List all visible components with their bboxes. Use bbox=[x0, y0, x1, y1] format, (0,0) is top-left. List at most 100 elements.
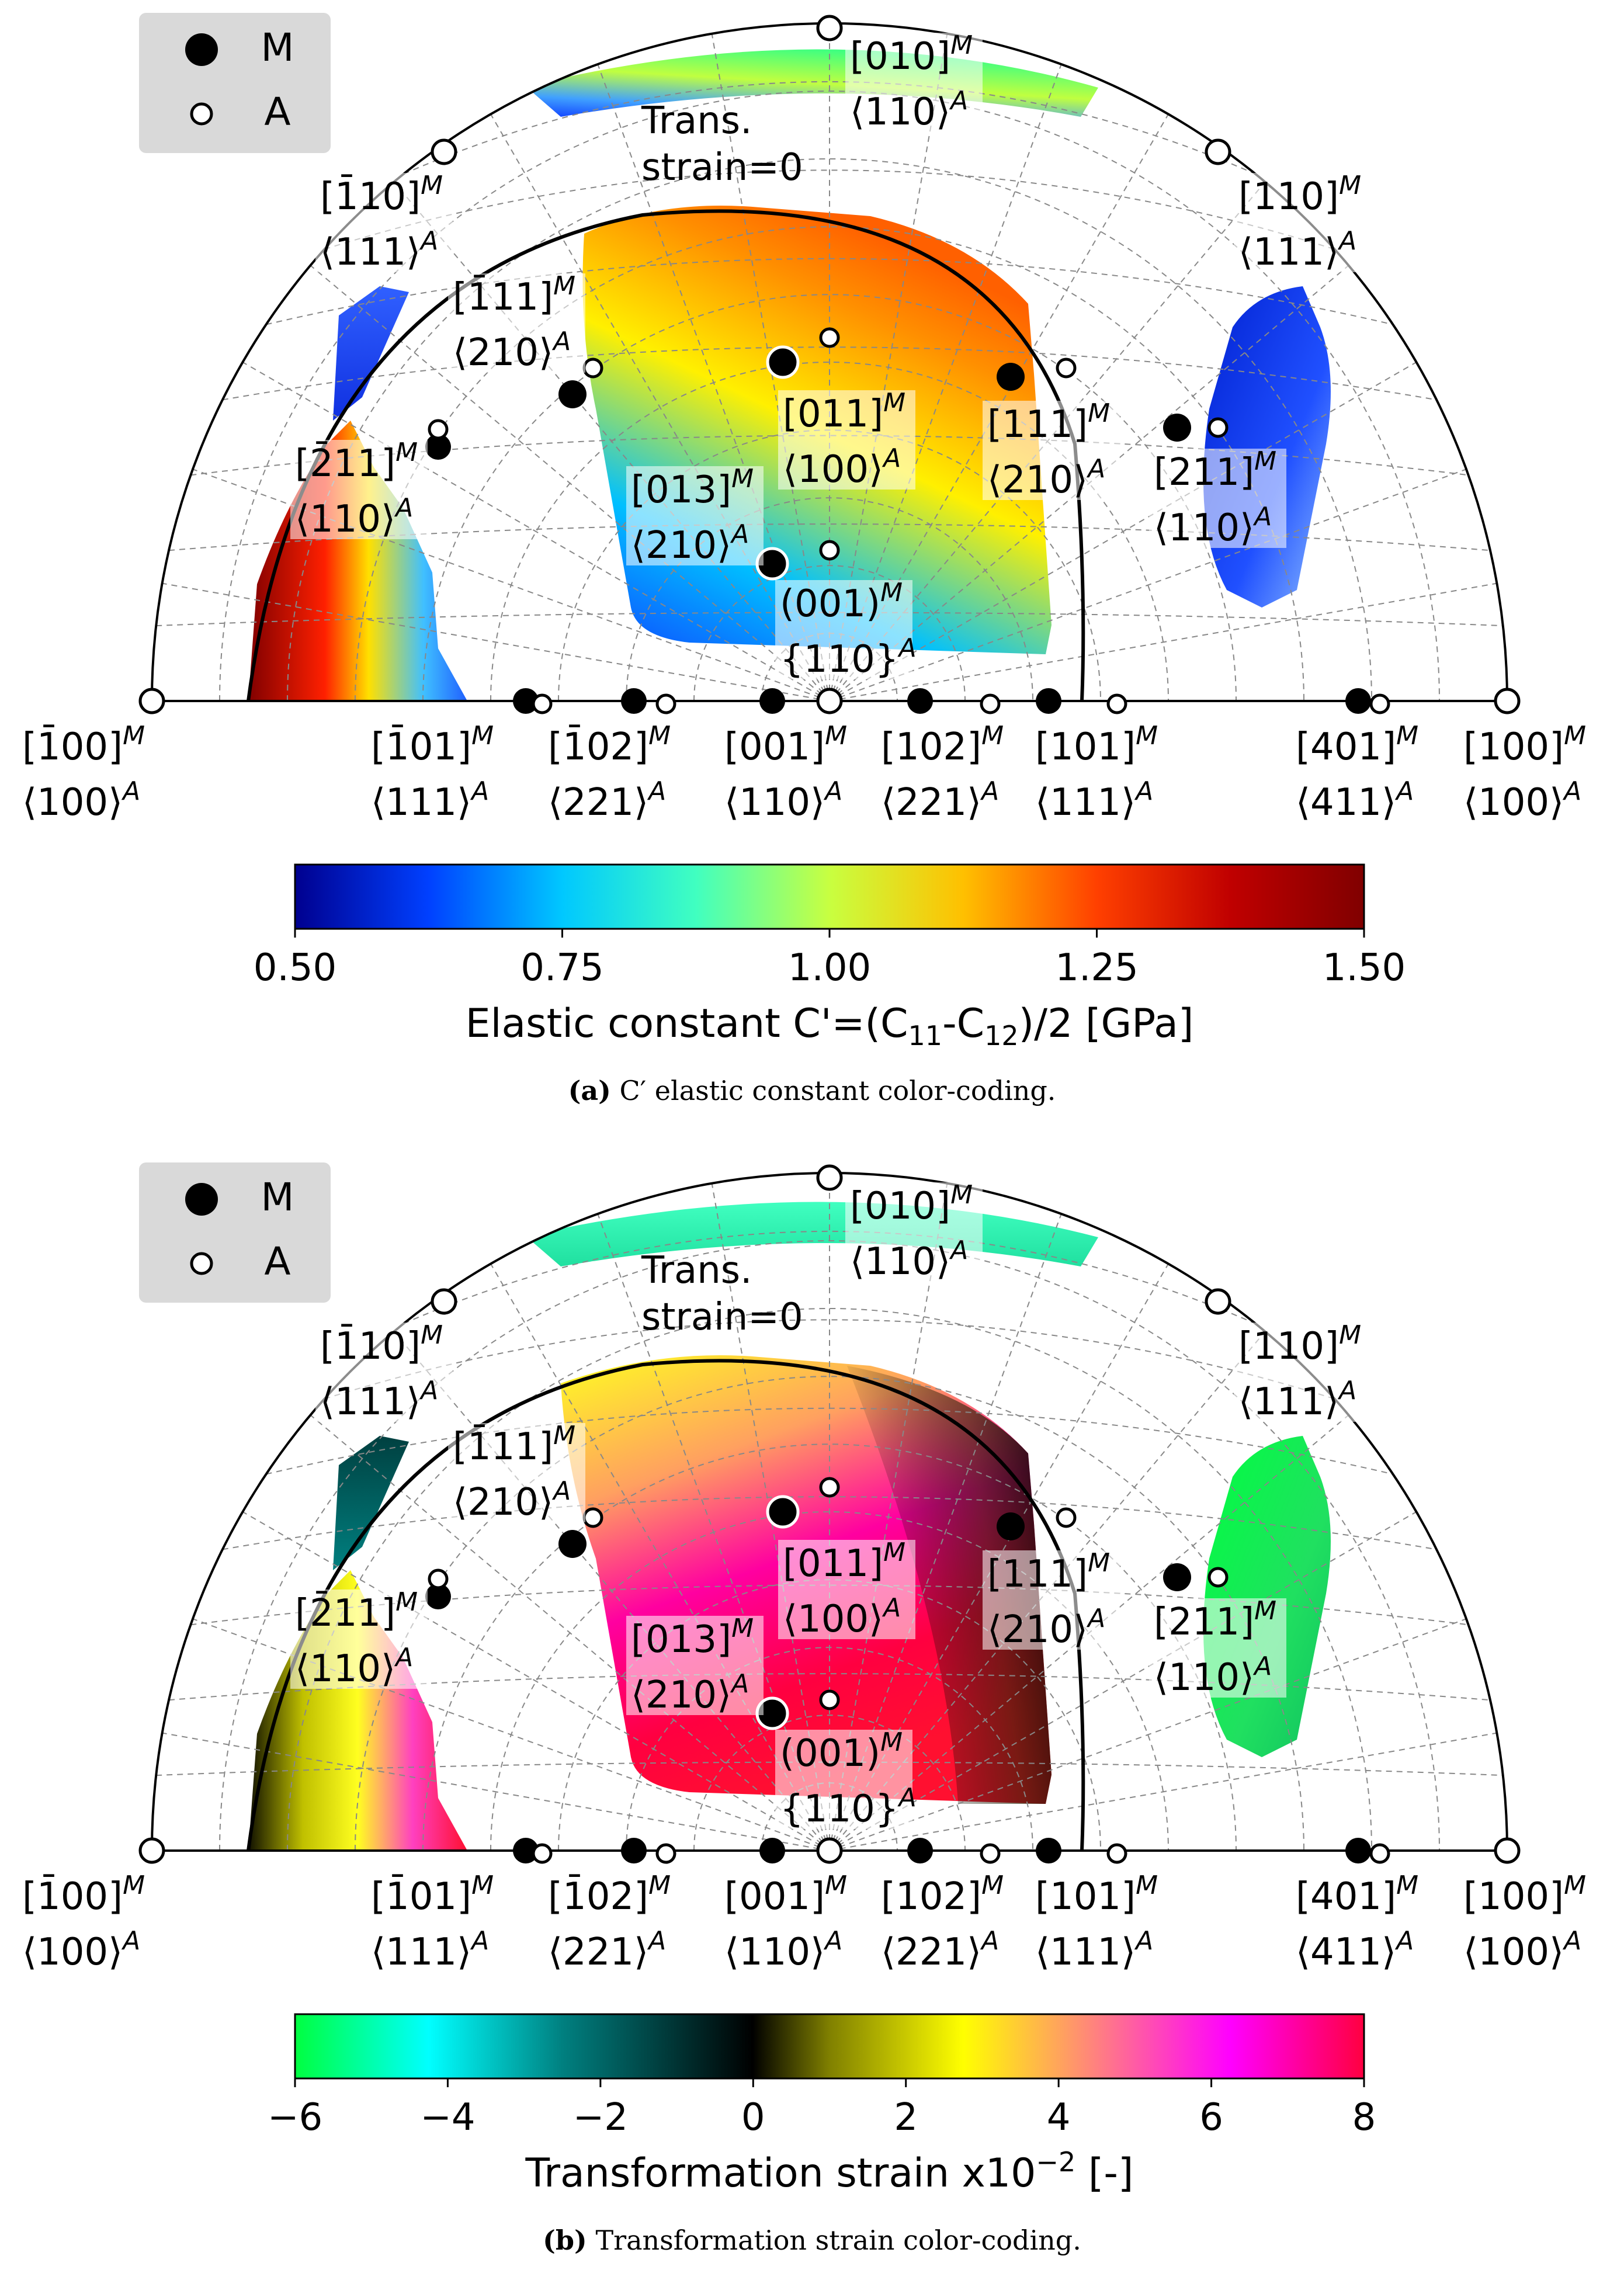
label-a: ⟨111⟩A bbox=[371, 1926, 489, 1974]
label-p001b: [001]M⟨110⟩A bbox=[720, 1870, 857, 1974]
pole-a-411 bbox=[1369, 1843, 1390, 1864]
pole-a-111l bbox=[532, 1843, 553, 1864]
pole-a-110l bbox=[428, 419, 449, 440]
colorbar-label-a: Elastic constant C'=(C11-C12)/2 [GPa] bbox=[466, 1001, 1194, 1051]
label-p100: [100]M⟨100⟩A bbox=[1459, 721, 1596, 824]
label-p011: [011]M⟨100⟩A bbox=[778, 388, 915, 491]
grid-parallel bbox=[266, 258, 1393, 325]
legend-a-marker bbox=[190, 1252, 213, 1275]
label-m: [2̄11]M bbox=[295, 438, 418, 485]
label-background bbox=[983, 1550, 1120, 1650]
grid-meridian bbox=[490, 1263, 830, 1851]
colorbar-ticks: −6 −4 −2 0 2 4 6 8 bbox=[268, 2078, 1376, 2139]
label-m100: [1̄00]M ⟨100⟩A bbox=[18, 1870, 155, 1974]
label-m102: [1̄02]M⟨221⟩A bbox=[543, 721, 681, 824]
region-central-dark bbox=[847, 1366, 1052, 1804]
label-a: {110}A bbox=[780, 633, 917, 681]
label-p001c: (001)M{110}A bbox=[775, 1727, 917, 1831]
label-background bbox=[18, 1873, 155, 1972]
pole-m-211bar bbox=[425, 434, 451, 460]
pole-a-110r bbox=[1207, 417, 1229, 438]
grid-meridian bbox=[829, 1213, 1062, 1851]
grid-meridian bbox=[393, 1331, 830, 1851]
label-a: ⟨110⟩A bbox=[724, 776, 842, 824]
label-m111: [1̄11]M⟨210⟩A bbox=[448, 271, 585, 374]
label-background bbox=[778, 1540, 915, 1639]
caption-tag: (b) bbox=[543, 2224, 587, 2256]
label-t010: [010]M⟨110⟩A bbox=[845, 1180, 983, 1283]
pole-m-101bar bbox=[513, 688, 539, 714]
grid-parallel bbox=[324, 1319, 1335, 1400]
grid-meridian bbox=[829, 64, 1062, 701]
label-m: [1̄10]M bbox=[320, 1320, 443, 1368]
annotation-line1: Trans. bbox=[641, 1249, 752, 1292]
pole-m-101 bbox=[1036, 1838, 1061, 1863]
grid-meridian bbox=[310, 1414, 830, 1851]
zero-strain-curve bbox=[247, 209, 1085, 702]
label-p001b: [001]M⟨110⟩A bbox=[720, 721, 857, 824]
legend-m-marker bbox=[185, 33, 218, 66]
label-a: ⟨110⟩A bbox=[1154, 502, 1272, 550]
label-background bbox=[448, 273, 585, 373]
legend-b: M A bbox=[139, 1162, 331, 1303]
label-background bbox=[775, 1730, 912, 1829]
pole-a-110 bbox=[1205, 1288, 1231, 1315]
colorbar-tick-label: −4 bbox=[420, 2096, 475, 2139]
colorbar-tick-label: 1.00 bbox=[788, 946, 872, 990]
label-p011: [011]M⟨100⟩A bbox=[778, 1538, 915, 1641]
pole-a-221l bbox=[655, 693, 676, 714]
label-a: {110}A bbox=[780, 1783, 917, 1831]
pole-m-001 bbox=[759, 688, 785, 714]
pole-m-111 bbox=[997, 1512, 1025, 1540]
colorbar-tick-label: 0.75 bbox=[520, 946, 604, 990]
caption-text: C′ elastic constant color-coding. bbox=[619, 1075, 1056, 1106]
region-left-upper bbox=[333, 1436, 409, 1570]
label-a: ⟨100⟩A bbox=[22, 776, 140, 824]
pole-a-210c bbox=[819, 1689, 840, 1710]
grid-meridian bbox=[829, 1618, 1467, 1851]
label-a: ⟨110⟩A bbox=[295, 1643, 413, 1691]
label-m110: [1̄10]M⟨111⟩A bbox=[315, 171, 453, 274]
pole-a-210c bbox=[819, 540, 840, 561]
grid-meridian bbox=[490, 113, 830, 701]
pole-m-211 bbox=[1163, 414, 1191, 442]
colorbar-strip bbox=[294, 2013, 1365, 2080]
colorbar-strip bbox=[294, 863, 1365, 930]
label-p211: [211]M⟨110⟩A bbox=[1149, 1596, 1286, 1699]
legend-a-label: A bbox=[264, 1239, 290, 1284]
label-a: ⟨411⟩A bbox=[1296, 1926, 1414, 1974]
grid-meridian bbox=[829, 33, 948, 701]
pole-m-001 bbox=[759, 1838, 785, 1863]
martensite-poles bbox=[425, 1495, 1371, 1863]
label-p013: [013]M⟨210⟩A bbox=[626, 1613, 764, 1717]
grid-circle bbox=[490, 362, 1169, 701]
pole-m-111bar bbox=[558, 380, 587, 408]
grid-circle bbox=[490, 1511, 1169, 1851]
pole-a-right bbox=[1494, 688, 1521, 714]
annotation-line1: Trans. bbox=[641, 99, 752, 143]
label-a: ⟨111⟩A bbox=[1035, 776, 1153, 824]
label-m: [1̄11]M bbox=[453, 1421, 575, 1469]
caption-b: (b) Transformation strain color-coding. bbox=[0, 2224, 1624, 2256]
pole-a-left bbox=[138, 688, 165, 714]
pole-a-100 bbox=[819, 1477, 840, 1498]
label-a: ⟨100⟩A bbox=[22, 1926, 140, 1974]
grid-circle bbox=[693, 1715, 966, 1851]
annotation-b: Trans. strain=0 bbox=[641, 1249, 803, 1339]
label-p110: [110]M⟨111⟩A bbox=[1234, 1320, 1371, 1424]
grid-parallel bbox=[324, 169, 1335, 250]
pole-a-top bbox=[816, 1164, 843, 1191]
label-a: ⟨221⟩A bbox=[548, 1926, 666, 1974]
pole-a-111r bbox=[1106, 693, 1127, 714]
label-background bbox=[983, 401, 1120, 500]
pole-a-center bbox=[816, 688, 843, 714]
label-a: ⟨210⟩A bbox=[631, 519, 749, 567]
label-background bbox=[448, 1423, 585, 1522]
colorbar-tick-label: 4 bbox=[1047, 2096, 1071, 2139]
austenite-poles bbox=[138, 1164, 1521, 1864]
label-background bbox=[626, 466, 764, 565]
label-background bbox=[1234, 1323, 1371, 1422]
label-a: ⟨210⟩A bbox=[987, 1604, 1105, 1651]
label-background bbox=[720, 723, 857, 822]
colorbar-tick-label: −2 bbox=[573, 2096, 628, 2139]
